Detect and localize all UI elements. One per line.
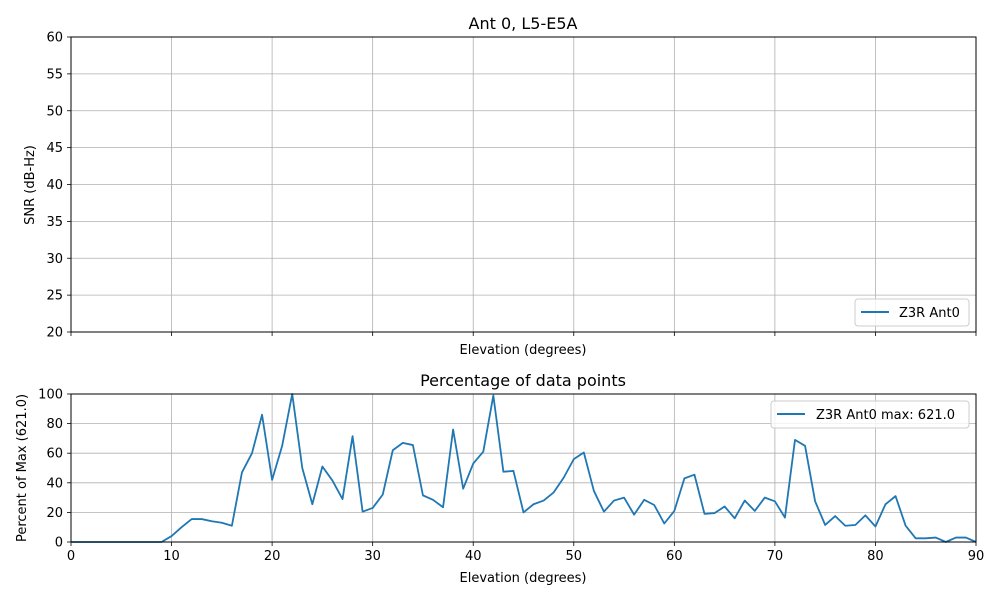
percentage-ticks: 0 10 20 30 40 50 60 70 80 90 0 20 40 60 80 100 bbox=[38, 388, 984, 565]
snr-y-tick-label: 30 bbox=[46, 252, 63, 267]
snr-y-tick-label: 25 bbox=[46, 289, 63, 304]
snr-y-axis-label: SNR (dB-Hz) bbox=[23, 145, 38, 225]
snr-y-tick-label: 40 bbox=[46, 178, 63, 193]
percentage-x-tick-label: 20 bbox=[264, 549, 281, 564]
percentage-legend-box bbox=[770, 400, 970, 429]
percentage-legend: Z3R Ant0 max: 621.0 bbox=[770, 400, 970, 429]
percentage-x-tick-label: 80 bbox=[867, 549, 884, 564]
snr-panel: Ant 0, L5-E5A 20 25 30 35 40 45 50 55 60 Elevati… bbox=[23, 14, 977, 358]
percentage-y-tick-label: 100 bbox=[38, 388, 63, 403]
snr-axes-frame bbox=[70, 36, 977, 333]
snr-y-tick-label: 60 bbox=[46, 31, 63, 46]
percentage-x-tick-label: 30 bbox=[364, 549, 381, 564]
percentage-y-tick-label: 60 bbox=[46, 447, 63, 462]
snr-y-tick-label: 35 bbox=[46, 215, 63, 230]
percentage-series bbox=[71, 393, 977, 543]
snr-legend-box bbox=[854, 298, 970, 327]
snr-legend: Z3R Ant0 bbox=[854, 298, 970, 327]
percentage-x-tick-label: 10 bbox=[163, 549, 180, 564]
snr-ticks: 20 25 30 35 40 45 50 55 60 bbox=[46, 31, 977, 341]
percentage-y-tick-label: 40 bbox=[46, 476, 63, 491]
percentage-series-line bbox=[71, 393, 977, 543]
snr-y-tick-label: 55 bbox=[46, 67, 63, 82]
snr-x-axis-label: Elevation (degrees) bbox=[460, 343, 587, 358]
snr-panel-title: Ant 0, L5-E5A bbox=[469, 14, 578, 33]
snr-y-tick-label: 20 bbox=[46, 326, 63, 341]
percentage-panel-title: Percentage of data points bbox=[420, 371, 626, 390]
percentage-legend-label: Z3R Ant0 max: 621.0 bbox=[816, 408, 955, 423]
snr-y-tick-label: 50 bbox=[46, 104, 63, 119]
percentage-x-tick-label: 60 bbox=[666, 549, 683, 564]
percentage-y-tick-label: 0 bbox=[55, 536, 63, 551]
percentage-x-tick-label: 40 bbox=[465, 549, 482, 564]
percentage-x-tick-label: 50 bbox=[566, 549, 583, 564]
percentage-panel: Percentage of data points 0 10 20 30 40 50 60 7… bbox=[15, 371, 984, 586]
percentage-y-tick-label: 20 bbox=[46, 506, 63, 521]
percentage-x-axis-label: Elevation (degrees) bbox=[460, 571, 587, 586]
snr-legend-label: Z3R Ant0 bbox=[899, 306, 960, 321]
percentage-x-tick-label: 0 bbox=[67, 549, 75, 564]
percentage-y-tick-label: 80 bbox=[46, 417, 63, 432]
snr-y-tick-label: 45 bbox=[46, 141, 63, 156]
percentage-x-tick-label: 70 bbox=[767, 549, 784, 564]
percentage-axes-frame bbox=[70, 393, 977, 543]
percentage-x-tick-label: 90 bbox=[968, 549, 985, 564]
percentage-y-axis-label: Percent of Max (621.0) bbox=[15, 394, 30, 542]
